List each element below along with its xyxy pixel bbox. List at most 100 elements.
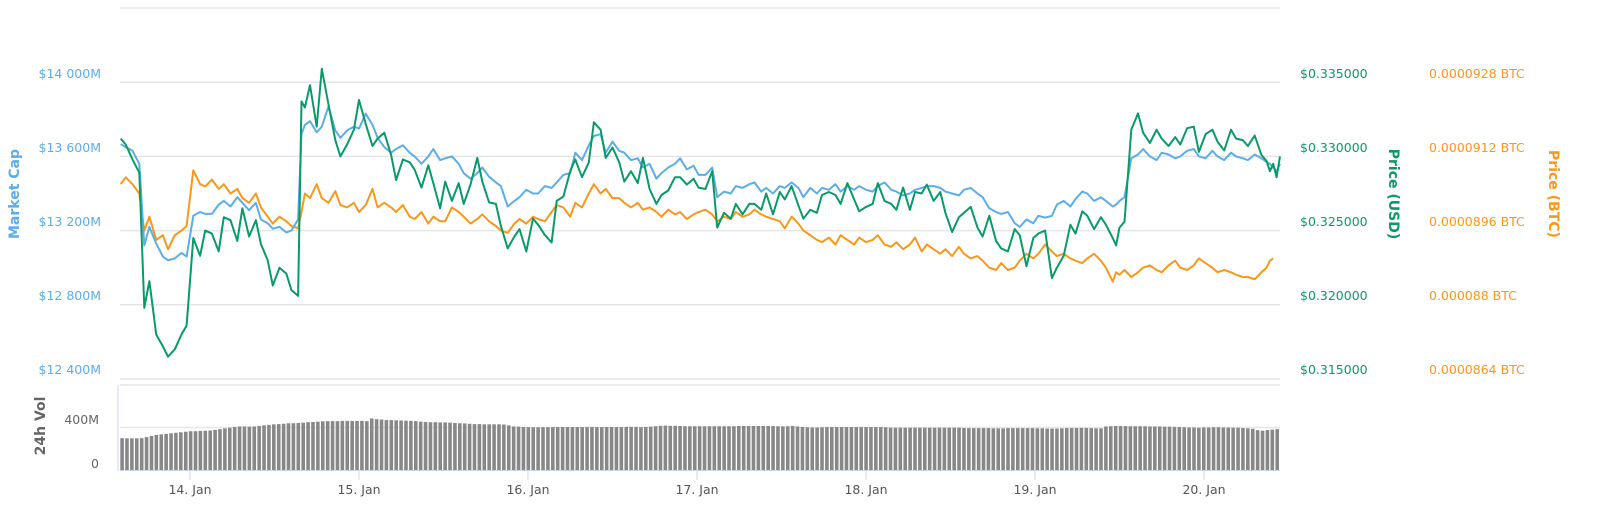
volume-bar[interactable] [575, 427, 580, 470]
volume-bar[interactable] [991, 428, 996, 470]
volume-bar[interactable] [541, 427, 545, 470]
volume-bar[interactable] [227, 427, 232, 470]
volume-bar[interactable] [795, 426, 800, 470]
volume-bar[interactable] [741, 426, 746, 470]
volume-bar[interactable] [746, 426, 751, 470]
volume-bar[interactable] [316, 421, 320, 470]
volume-bar[interactable] [678, 426, 682, 470]
volume-bar[interactable] [521, 426, 526, 470]
volume-bar[interactable] [1250, 428, 1255, 470]
volume-bar[interactable] [942, 427, 947, 470]
volume-bar[interactable] [932, 427, 937, 470]
volume-bar[interactable] [472, 424, 477, 470]
volume-bar[interactable] [634, 426, 638, 470]
volume-bar[interactable] [849, 427, 854, 470]
volume-bar[interactable] [702, 426, 707, 470]
volume-bar[interactable] [1123, 426, 1128, 470]
volume-bar[interactable] [927, 427, 932, 470]
volume-bar[interactable] [1226, 427, 1231, 471]
volume-bar[interactable] [565, 427, 570, 470]
volume-bar[interactable] [609, 426, 614, 470]
volume-bar[interactable] [154, 434, 159, 470]
volume-bar[interactable] [1221, 427, 1226, 471]
volume-bar[interactable] [1030, 428, 1035, 470]
volume-bar[interactable] [590, 426, 594, 470]
volume-bar[interactable] [1260, 430, 1265, 470]
volume-bar[interactable] [223, 428, 227, 470]
volume-bar[interactable] [996, 428, 1001, 470]
volume-bar[interactable] [462, 423, 467, 470]
volume-bar[interactable] [379, 419, 384, 470]
volume-bar[interactable] [1099, 428, 1103, 470]
volume-bar[interactable] [1079, 427, 1084, 470]
volume-bar[interactable] [188, 431, 193, 470]
volume-bar[interactable] [272, 424, 276, 470]
volume-bar[interactable] [648, 426, 653, 470]
volume-bar[interactable] [120, 438, 124, 471]
volume-bar[interactable] [658, 425, 663, 470]
volume-bar[interactable] [291, 423, 296, 470]
volume-bar[interactable] [1025, 428, 1030, 470]
volume-bar[interactable] [981, 428, 986, 470]
volume-bar[interactable] [139, 438, 144, 471]
volume-bar[interactable] [1016, 428, 1020, 470]
series-lines[interactable] [119, 67, 1281, 358]
volume-bar[interactable] [1118, 426, 1123, 470]
volume-bar[interactable] [1108, 426, 1113, 470]
volume-bar[interactable] [423, 421, 428, 470]
volume-bar[interactable] [688, 426, 692, 470]
volume-bar[interactable] [546, 427, 550, 470]
volume-bar[interactable] [766, 426, 770, 470]
volume-bar[interactable] [839, 427, 844, 470]
volume-bar[interactable] [888, 427, 893, 470]
volume-bar[interactable] [560, 427, 565, 470]
volume-bar[interactable] [531, 427, 536, 470]
volume-bar[interactable] [604, 426, 609, 470]
volume-bar[interactable] [330, 421, 335, 471]
volume-bar[interactable] [257, 425, 261, 470]
volume-bar[interactable] [409, 420, 413, 470]
volume-bar[interactable] [276, 424, 281, 470]
volume-bar[interactable] [1246, 428, 1250, 470]
volume-bar[interactable] [595, 427, 599, 470]
volume-bar[interactable] [267, 424, 271, 470]
volume-bar[interactable] [639, 427, 643, 470]
volume-bar[interactable] [365, 421, 369, 471]
volume-bar[interactable] [1011, 428, 1015, 470]
volume-bar[interactable] [159, 434, 164, 470]
volume-bar[interactable] [737, 426, 741, 470]
volume-bar[interactable] [1069, 428, 1074, 470]
volume-bar[interactable] [883, 427, 888, 470]
volume-bar[interactable] [874, 427, 878, 470]
volume-bar[interactable] [340, 420, 345, 470]
volume-bar[interactable] [830, 427, 834, 470]
volume-bar[interactable] [506, 425, 511, 471]
volume-bar[interactable] [776, 426, 780, 470]
volume-bar[interactable] [785, 426, 790, 470]
volume-bar[interactable] [707, 426, 712, 470]
volume-bar[interactable] [1020, 428, 1025, 470]
volume-bar[interactable] [399, 420, 403, 470]
volume-bar[interactable] [179, 432, 183, 470]
volume-bar[interactable] [193, 431, 198, 470]
volume-bar[interactable] [952, 427, 956, 470]
volume-bar[interactable] [389, 420, 394, 470]
volume-bar[interactable] [923, 427, 927, 470]
volume-bar[interactable] [1055, 428, 1059, 470]
volume-bar[interactable] [1270, 429, 1275, 471]
volume-bar[interactable] [663, 425, 668, 470]
volume-bar[interactable] [1275, 429, 1279, 470]
volume-bar[interactable] [1211, 427, 1216, 470]
volume-bar[interactable] [286, 423, 291, 470]
volume-bar[interactable] [712, 426, 717, 470]
volume-bar[interactable] [1192, 427, 1196, 471]
volume-bar[interactable] [913, 427, 917, 470]
volume-bar[interactable] [869, 427, 873, 470]
volume-bar[interactable] [908, 427, 912, 470]
volume-bars[interactable] [120, 418, 1279, 471]
price-usd-line[interactable] [119, 67, 1281, 358]
volume-bar[interactable] [453, 423, 457, 470]
volume-bar[interactable] [825, 427, 829, 470]
volume-bar[interactable] [898, 427, 903, 470]
volume-bar[interactable] [1040, 428, 1045, 470]
